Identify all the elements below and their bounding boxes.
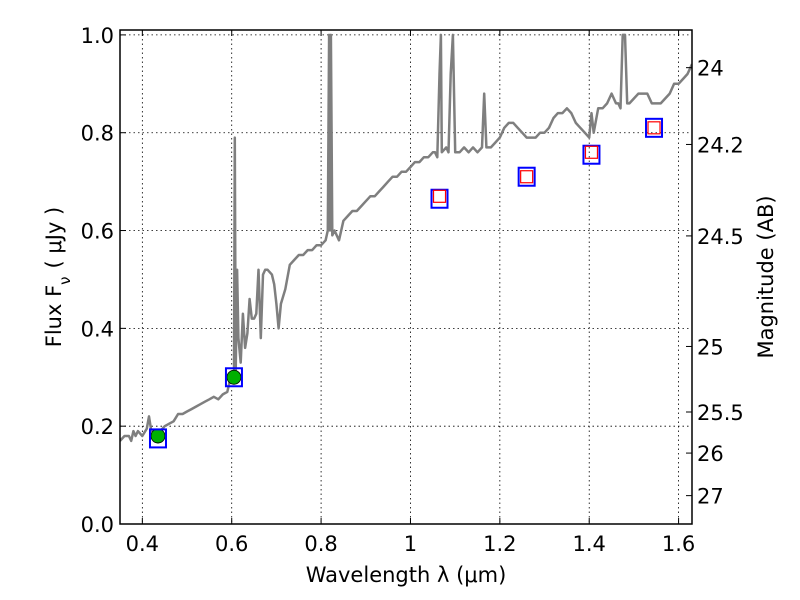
model-point-square <box>517 166 536 187</box>
x-axis-label: Wavelength λ (μm) <box>306 563 507 587</box>
model-point-square <box>224 367 243 388</box>
y-axis-label-subscript: ν <box>56 276 74 284</box>
x-tick-label: 0.8 <box>304 532 337 556</box>
y2-tick-label: 24 <box>697 57 724 81</box>
y-tick-label: 0.4 <box>81 317 114 341</box>
y2-tick-label: 24.5 <box>697 225 744 249</box>
y-axis-label-group: Flux Fν ( μJy ) <box>42 207 74 348</box>
y-axis-label-unit: ( μJy ) <box>42 207 66 269</box>
series-group <box>120 33 692 449</box>
upper-limit-square <box>520 170 534 184</box>
x-tick-label: 0.6 <box>215 532 248 556</box>
x-tick-label: 1.4 <box>573 532 606 556</box>
ticks <box>120 30 692 525</box>
x-tick-label: 0.4 <box>126 532 159 556</box>
y-tick-label: 0.2 <box>81 415 114 439</box>
spectrum-line <box>120 33 692 443</box>
x-tick-label: 1 <box>404 532 417 556</box>
y-tick-label: 0.6 <box>81 220 114 244</box>
x-tick-label: 1.2 <box>483 532 516 556</box>
y2-axis-label-group: Magnitude (AB) <box>754 195 778 358</box>
model-point-square <box>148 428 167 449</box>
y-axis-label: Flux Fν ( μJy ) <box>42 207 74 348</box>
y2-axis-label: Magnitude (AB) <box>754 195 778 358</box>
plot-frame <box>119 29 693 525</box>
tick-labels: 0.4 0.6 0.8 1 1.2 1.4 1.6 0.0 0.2 0.4 0.6 0.8 1.0 24 2… <box>81 24 744 556</box>
y-axis-label-text: Flux F <box>42 285 66 347</box>
detection-point <box>226 369 242 385</box>
y-tick-label: 1.0 <box>81 24 114 48</box>
y2-tick-label: 24.2 <box>697 133 744 157</box>
upper-limit-square <box>647 121 661 135</box>
upper-limit-square <box>432 189 447 203</box>
y2-tick-label: 26 <box>697 442 724 466</box>
y2-tick-label: 25 <box>697 335 724 359</box>
x-tick-label: 1.6 <box>662 532 695 556</box>
y2-tick-label: 27 <box>697 485 724 509</box>
y-tick-label: 0.8 <box>81 122 114 146</box>
y2-tick-label: 25.5 <box>697 401 744 425</box>
model-point-square <box>645 117 664 138</box>
y-tick-label: 0.0 <box>81 513 114 537</box>
upper-limit-square <box>584 145 599 159</box>
detection-point <box>150 428 166 444</box>
